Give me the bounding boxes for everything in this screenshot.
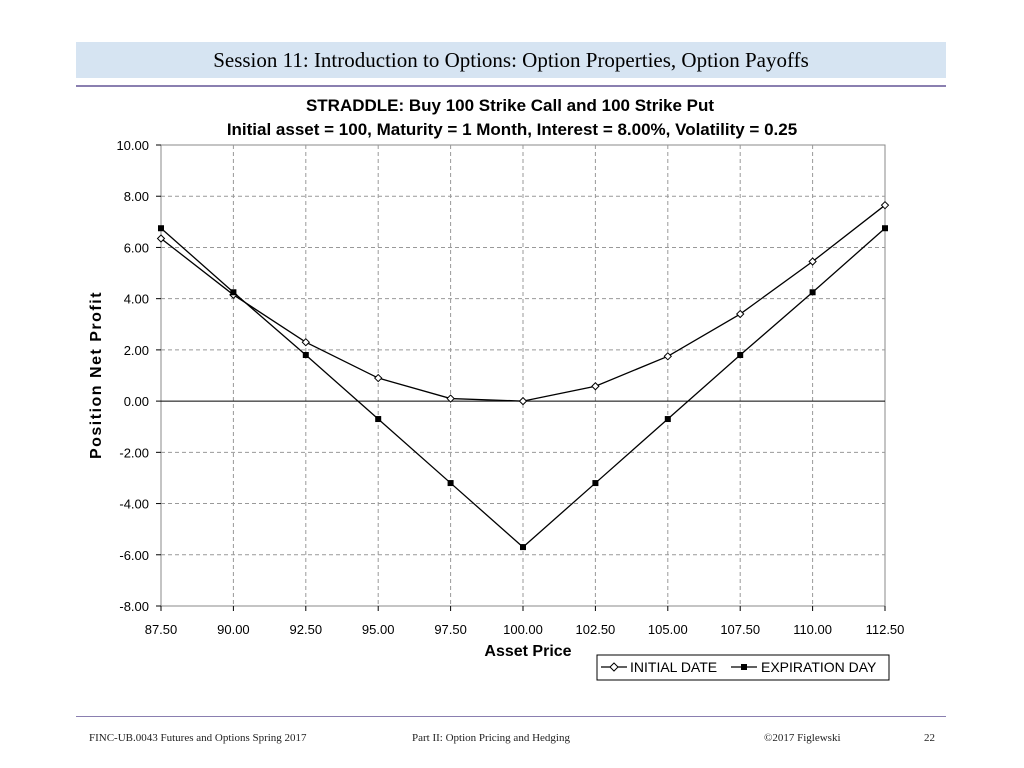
x-tick-label: 92.50 <box>290 622 323 637</box>
expiration-day-point <box>302 352 309 359</box>
title-divider <box>76 85 946 87</box>
expiration-day-point <box>230 289 237 296</box>
initial-date-point <box>663 352 673 361</box>
expiration-day-point <box>737 352 744 359</box>
y-axis-label: Position Net Profit <box>88 291 105 459</box>
page-number: 22 <box>924 732 935 744</box>
series-layer <box>156 200 890 551</box>
legend-initial-label: INITIAL DATE <box>630 659 717 675</box>
expiration-day-point <box>375 416 382 423</box>
y-tick-label: 0.00 <box>124 394 149 409</box>
grid <box>161 145 885 606</box>
y-tick-label: 4.00 <box>124 292 149 307</box>
footer-part: Part II: Option Pricing and Hedging <box>412 732 570 744</box>
legend-expiration-label: EXPIRATION DAY <box>761 659 877 675</box>
x-tick-label: 97.50 <box>434 622 467 637</box>
initial-date-point <box>446 394 455 403</box>
x-tick-label: 107.50 <box>720 622 760 637</box>
y-axis-ticks: 10.00 8.00 6.00 4.00 2.00 0.00 -2.00 -4.00 -6.00… <box>116 138 161 614</box>
expiration-day-point <box>592 480 599 487</box>
slide-title: Session 11: Introduction to Options: Opt… <box>213 47 809 72</box>
legend: INITIAL DATE EXPIRATION DAY <box>596 654 890 681</box>
initial-date-point <box>301 337 311 347</box>
x-tick-label: 87.50 <box>145 622 178 637</box>
x-tick-label: 105.00 <box>648 622 688 637</box>
initial-date-point <box>808 257 817 266</box>
y-tick-label: -4.00 <box>119 497 149 512</box>
initial-date-point <box>373 373 383 383</box>
initial-date-point <box>518 396 528 406</box>
expiration-day-point <box>882 225 888 232</box>
footer-divider <box>76 716 946 717</box>
expiration-day-point <box>520 544 526 551</box>
x-axis-label: Asset Price <box>484 643 571 660</box>
plot-area <box>160 144 886 607</box>
y-tick-label: -8.00 <box>119 599 149 614</box>
x-tick-label: 100.00 <box>503 622 543 637</box>
chart-subtitle: Initial asset = 100, Maturity = 1 Month,… <box>227 120 797 139</box>
expiration-day-point <box>809 289 816 296</box>
x-tick-label: 90.00 <box>217 622 250 637</box>
y-tick-label: 2.00 <box>124 343 149 358</box>
filled-square-marker-icon <box>741 664 747 670</box>
chart-title: STRADDLE: Buy 100 Strike Call and 100 St… <box>306 96 714 115</box>
expiration-day-point <box>664 416 671 423</box>
expiration-day-point <box>158 225 164 232</box>
footer-course: FINC-UB.0043 Futures and Options Spring … <box>89 732 307 744</box>
initial-date-point <box>880 200 890 210</box>
y-tick-label: 6.00 <box>124 240 149 255</box>
initial-date-point <box>156 234 166 243</box>
y-tick-label: 8.00 <box>124 189 149 204</box>
expiration-day-point <box>447 480 454 487</box>
x-axis-ticks: 87.50 90.00 92.50 95.00 97.50 100.00 102.50 105… <box>145 606 905 637</box>
x-tick-label: 112.50 <box>866 622 905 637</box>
y-tick-label: -2.00 <box>119 445 149 460</box>
x-tick-label: 95.00 <box>362 622 395 637</box>
x-tick-label: 102.50 <box>576 622 616 637</box>
y-tick-label: 10.00 <box>116 138 149 153</box>
footer-copyright: ©2017 Figlewski <box>764 732 841 744</box>
slide-title-band: Session 11: Introduction to Options: Opt… <box>76 42 946 78</box>
initial-date-point <box>591 382 600 391</box>
x-tick-label: 110.00 <box>793 622 832 637</box>
open-diamond-marker-icon <box>609 662 619 672</box>
y-tick-label: -6.00 <box>119 548 149 563</box>
initial-date-point <box>735 309 745 319</box>
